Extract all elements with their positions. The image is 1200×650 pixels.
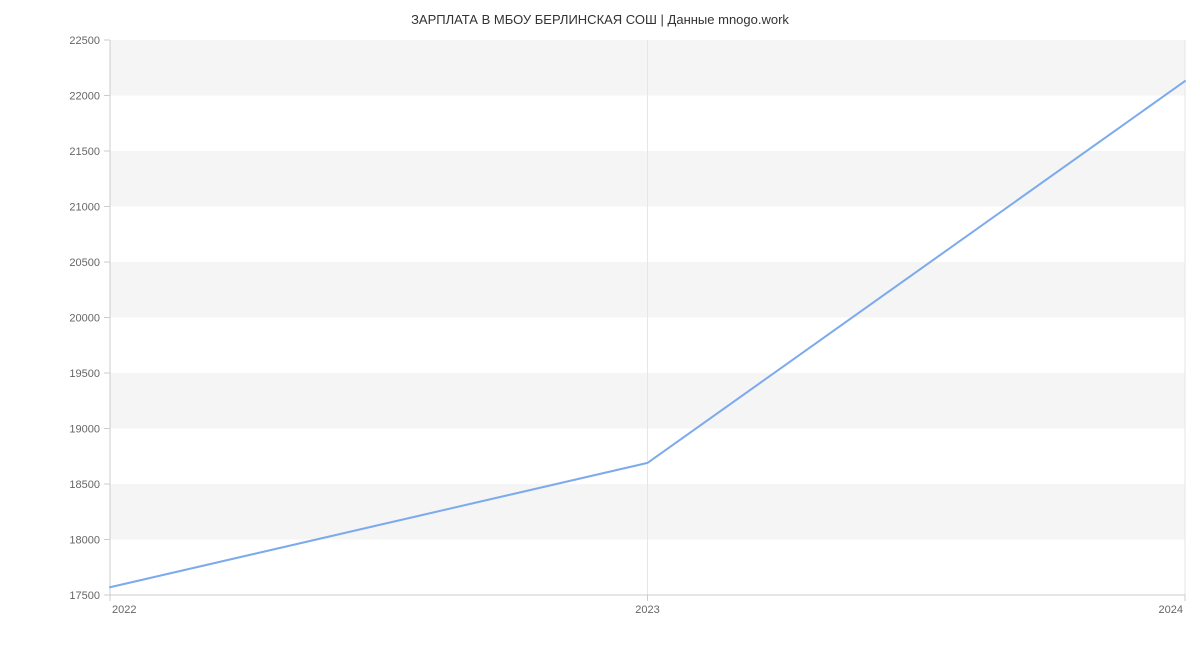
y-tick-label: 19000 [69,424,100,436]
chart-container: ЗАРПЛАТА В МБОУ БЕРЛИНСКАЯ СОШ | Данные … [0,0,1200,650]
y-tick-label: 17500 [69,590,100,602]
y-tick-label: 18000 [69,535,100,547]
y-tick-label: 20500 [69,257,100,269]
x-tick-label: 2024 [1159,604,1183,616]
y-tick-label: 22000 [69,91,100,103]
line-chart: 17500 18000 18500 19000 19500 20000 20500 21000… [0,0,1200,650]
y-tick-label: 21000 [69,202,100,214]
y-tick-label: 19500 [69,368,100,380]
x-tick-label: 2023 [635,604,659,616]
y-tick-label: 20000 [69,313,100,325]
x-tick-label: 2022 [112,604,136,616]
y-tick-label: 22500 [69,35,100,47]
y-tick-label: 18500 [69,479,100,491]
y-tick-label: 21500 [69,146,100,158]
